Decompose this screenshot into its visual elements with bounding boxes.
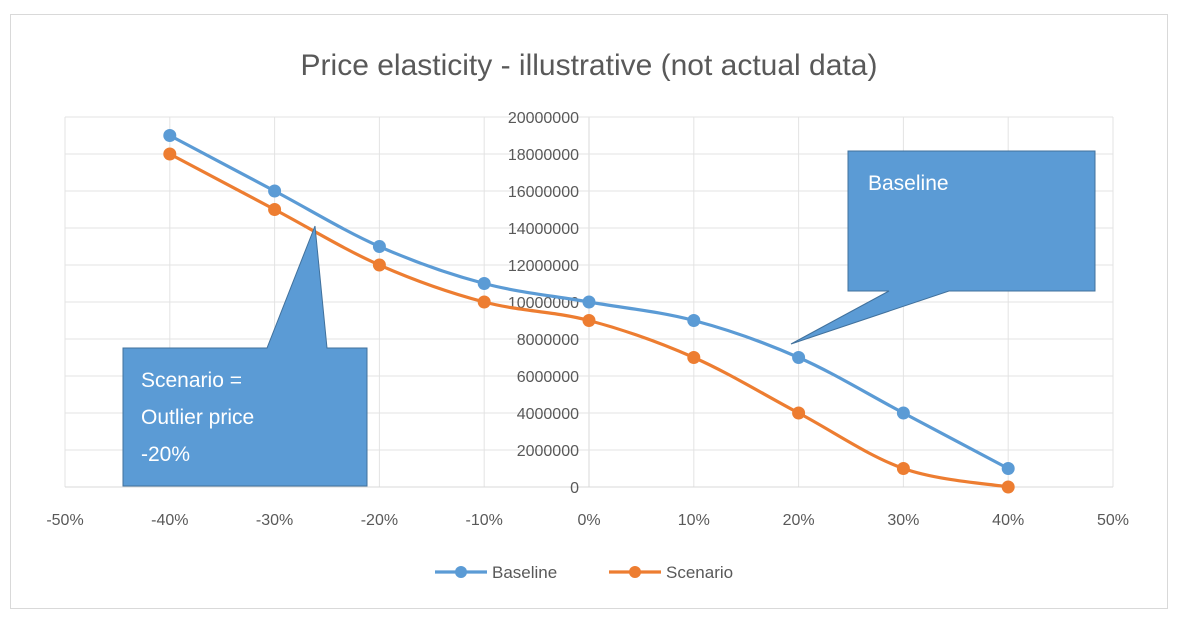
x-tick-label: -10% [466, 512, 503, 529]
y-tick-label: 16000000 [508, 184, 579, 201]
scenario-callout-shape [122, 225, 368, 487]
y-tick-label: 14000000 [508, 221, 579, 238]
baseline-point [477, 277, 491, 290]
scenario-callout: Scenario = Outlier price -20% [122, 225, 368, 487]
y-tick-label: 6000000 [517, 369, 579, 386]
chart-title: Price elasticity - illustrative (not act… [301, 49, 878, 82]
x-tick-label: -50% [46, 512, 83, 529]
y-tick-label: 0 [570, 480, 579, 497]
y-tick-label: 2000000 [517, 443, 579, 460]
baseline-point [896, 406, 910, 420]
scenario-callout-text: -20% [141, 443, 190, 466]
x-tick-label: 30% [887, 512, 919, 529]
scenario-point [163, 147, 177, 161]
legend-label-baseline: Baseline [492, 563, 557, 582]
y-tick-label: 18000000 [508, 147, 579, 164]
y-tick-label: 4000000 [517, 406, 579, 423]
scenario-point [268, 203, 282, 216]
baseline-point [163, 129, 177, 142]
x-tick-label: -40% [151, 512, 188, 529]
baseline-point [792, 351, 806, 364]
scenario-point [477, 295, 491, 309]
legend-label-scenario: Scenario [666, 563, 733, 582]
scenario-callout-text: Outlier price [141, 406, 254, 429]
x-tick-label: 0% [577, 512, 600, 529]
y-tick-label: 8000000 [517, 332, 579, 349]
chart-frame: Price elasticity - illustrative (not act… [10, 14, 1168, 609]
scenario-series [163, 147, 1015, 494]
baseline-callout-shape [790, 150, 1096, 345]
legend-item-baseline: Baseline [435, 563, 557, 582]
scenario-point [687, 351, 701, 364]
x-tick-label: 10% [678, 512, 710, 529]
scenario-point [582, 314, 596, 327]
baseline-callout: Baseline [790, 150, 1096, 345]
legend-marker-scenario [629, 566, 641, 578]
scenario-point [372, 258, 386, 272]
scenario-callout-text: Scenario = [141, 369, 242, 392]
x-tick-label: 40% [992, 512, 1024, 529]
scenario-point [1001, 480, 1015, 494]
baseline-series [163, 129, 1015, 475]
x-tick-label: -20% [361, 512, 398, 529]
y-tick-label: 12000000 [508, 258, 579, 275]
baseline-point [1001, 462, 1015, 475]
scenario-point [896, 462, 910, 475]
scenario-point [792, 406, 806, 420]
x-tick-label: -30% [256, 512, 293, 529]
price-elasticity-chart: Price elasticity - illustrative (not act… [46, 49, 1129, 582]
baseline-callout-text: Baseline [868, 172, 949, 195]
legend-marker-baseline [455, 566, 467, 578]
baseline-point [268, 184, 282, 198]
x-tick-label: 50% [1097, 512, 1129, 529]
legend-item-scenario: Scenario [609, 563, 733, 582]
y-tick-label: 20000000 [508, 110, 579, 127]
baseline-point [687, 314, 701, 327]
y-tick-label: 10000000 [508, 295, 579, 312]
baseline-point [372, 240, 386, 253]
baseline-point [582, 295, 596, 309]
x-tick-label: 20% [783, 512, 815, 529]
